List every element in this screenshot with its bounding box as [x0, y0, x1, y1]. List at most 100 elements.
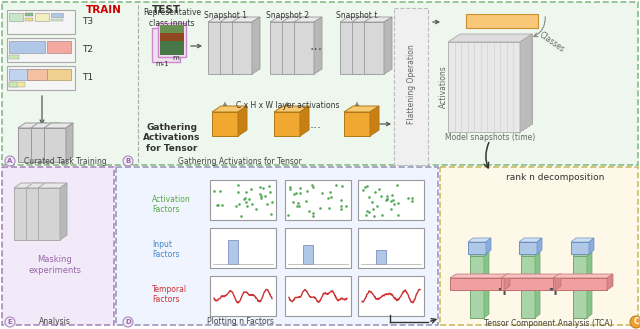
- Point: [335, 204, 346, 209]
- FancyBboxPatch shape: [44, 128, 66, 162]
- Point: [335, 207, 346, 212]
- Point: [392, 182, 402, 188]
- Polygon shape: [607, 274, 613, 290]
- FancyBboxPatch shape: [210, 276, 276, 316]
- Text: Gathering
Activations
for Tensor: Gathering Activations for Tensor: [143, 123, 201, 153]
- FancyBboxPatch shape: [160, 25, 184, 41]
- Point: [393, 200, 403, 205]
- FancyBboxPatch shape: [26, 188, 48, 240]
- Polygon shape: [220, 17, 248, 22]
- FancyBboxPatch shape: [7, 10, 75, 34]
- FancyBboxPatch shape: [7, 66, 75, 90]
- Text: ...: ...: [310, 117, 322, 131]
- Polygon shape: [360, 17, 368, 74]
- Polygon shape: [212, 106, 247, 112]
- Point: [231, 203, 241, 209]
- Polygon shape: [521, 252, 540, 256]
- FancyBboxPatch shape: [358, 228, 424, 268]
- FancyBboxPatch shape: [210, 180, 276, 220]
- FancyBboxPatch shape: [352, 22, 372, 74]
- Polygon shape: [314, 17, 322, 74]
- Point: [291, 190, 301, 196]
- Polygon shape: [240, 17, 248, 74]
- Polygon shape: [384, 17, 392, 74]
- Point: [316, 191, 326, 196]
- Point: [246, 201, 257, 206]
- Polygon shape: [486, 238, 491, 254]
- Point: [267, 200, 277, 205]
- Text: +: +: [497, 281, 511, 299]
- Point: [341, 203, 351, 208]
- Polygon shape: [448, 34, 532, 42]
- Polygon shape: [66, 123, 73, 162]
- FancyBboxPatch shape: [340, 22, 360, 74]
- FancyBboxPatch shape: [466, 14, 538, 28]
- FancyBboxPatch shape: [573, 256, 587, 318]
- Point: [381, 197, 391, 203]
- Polygon shape: [519, 238, 542, 242]
- Point: [241, 200, 251, 205]
- Polygon shape: [48, 183, 55, 240]
- Point: [301, 188, 312, 193]
- Polygon shape: [53, 123, 60, 162]
- Text: rank n decomposition: rank n decomposition: [506, 172, 604, 182]
- FancyBboxPatch shape: [376, 250, 386, 264]
- Point: [244, 196, 254, 201]
- Point: [246, 187, 257, 192]
- FancyBboxPatch shape: [38, 188, 60, 240]
- Polygon shape: [38, 183, 67, 188]
- Polygon shape: [372, 17, 380, 74]
- Polygon shape: [252, 17, 260, 74]
- Polygon shape: [270, 17, 298, 22]
- Point: [316, 205, 326, 211]
- Point: [258, 186, 268, 191]
- FancyBboxPatch shape: [7, 38, 75, 62]
- Point: [285, 185, 295, 190]
- Text: m: m: [173, 55, 179, 61]
- Point: [255, 191, 265, 197]
- Point: [389, 202, 399, 207]
- Point: [364, 210, 374, 215]
- FancyBboxPatch shape: [160, 33, 184, 45]
- Point: [293, 200, 303, 206]
- Point: [264, 190, 275, 195]
- FancyBboxPatch shape: [2, 167, 114, 325]
- Text: TRAIN: TRAIN: [86, 5, 122, 15]
- Point: [301, 198, 311, 204]
- FancyBboxPatch shape: [228, 240, 237, 264]
- Polygon shape: [587, 252, 592, 318]
- Polygon shape: [352, 17, 380, 22]
- Point: [292, 204, 302, 209]
- Polygon shape: [290, 17, 298, 74]
- Point: [403, 195, 413, 200]
- Point: [388, 197, 398, 203]
- Point: [261, 201, 271, 206]
- FancyBboxPatch shape: [553, 278, 607, 290]
- Point: [289, 191, 299, 197]
- Polygon shape: [14, 183, 43, 188]
- Point: [288, 200, 298, 205]
- FancyBboxPatch shape: [294, 22, 314, 74]
- FancyBboxPatch shape: [18, 128, 40, 162]
- Point: [372, 204, 382, 209]
- FancyBboxPatch shape: [158, 23, 186, 57]
- Polygon shape: [553, 274, 613, 278]
- Circle shape: [5, 156, 15, 166]
- Polygon shape: [26, 183, 55, 188]
- Point: [308, 211, 318, 216]
- FancyBboxPatch shape: [212, 112, 238, 136]
- Circle shape: [123, 156, 133, 166]
- Polygon shape: [60, 183, 67, 240]
- Polygon shape: [555, 274, 561, 290]
- Polygon shape: [450, 274, 510, 278]
- Text: Input
Factors: Input Factors: [152, 240, 179, 259]
- FancyBboxPatch shape: [152, 28, 180, 62]
- Text: Representative
class inputs: Representative class inputs: [143, 8, 201, 28]
- Point: [295, 186, 305, 191]
- Point: [209, 188, 220, 193]
- Point: [382, 197, 392, 202]
- Point: [367, 199, 377, 205]
- FancyBboxPatch shape: [51, 19, 63, 21]
- FancyBboxPatch shape: [116, 167, 438, 325]
- FancyBboxPatch shape: [282, 22, 302, 74]
